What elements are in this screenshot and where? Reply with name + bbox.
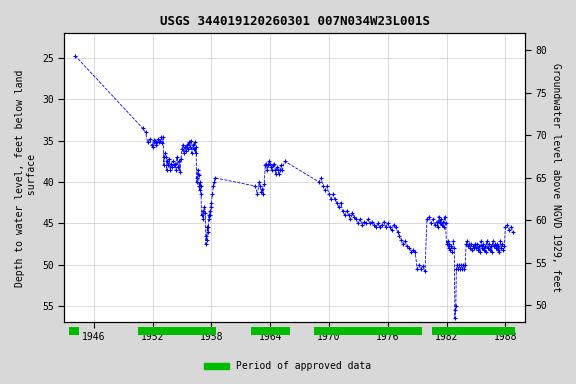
Title: USGS 344019120260301 007N034W23L001S: USGS 344019120260301 007N034W23L001S [160,15,430,28]
Y-axis label: Depth to water level, feet below land
 surface: Depth to water level, feet below land su… [15,69,37,286]
Y-axis label: Groundwater level above NGVD 1929, feet: Groundwater level above NGVD 1929, feet [551,63,561,293]
Legend: Period of approved data: Period of approved data [200,358,376,375]
